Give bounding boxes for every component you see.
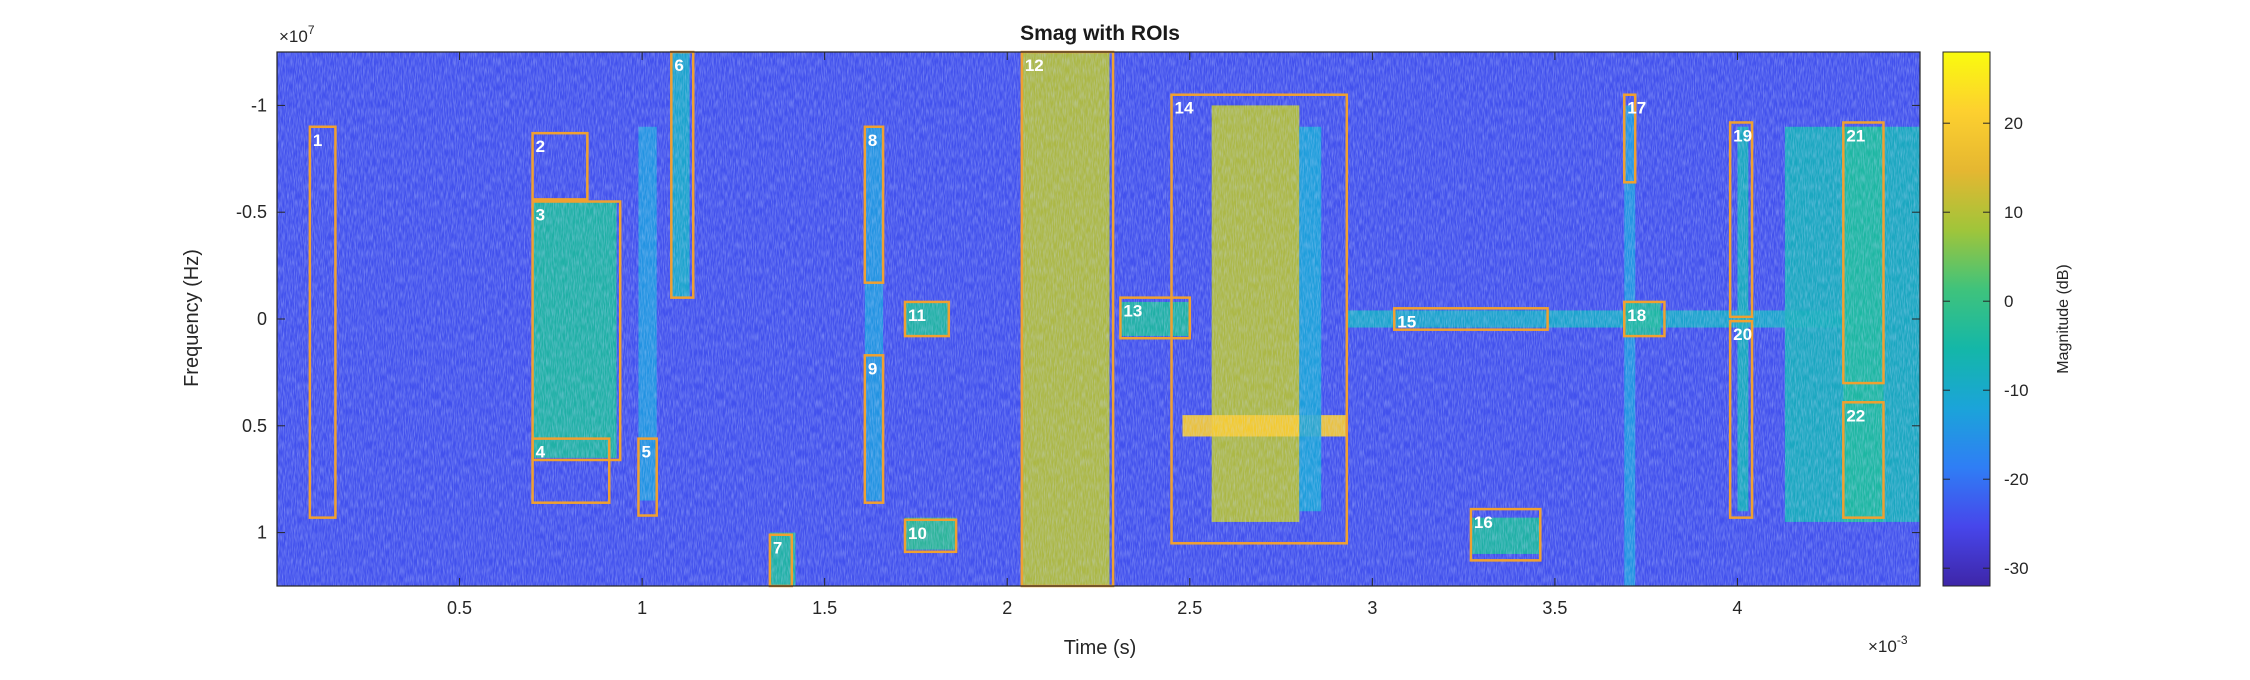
roi-box (1842, 121, 1885, 385)
colorbar-gradient (1942, 51, 1991, 587)
y-tick-label: -1 (251, 95, 267, 115)
roi-box (1170, 93, 1349, 545)
roi-box (1623, 93, 1637, 184)
chart-title: Smag with ROIs (1020, 22, 1180, 45)
x-tick-label: 2.5 (1177, 598, 1202, 618)
roi-label: 4 (536, 443, 546, 462)
roi-label: 6 (674, 56, 683, 75)
roi-box (863, 125, 885, 284)
roi-label: 7 (773, 539, 782, 558)
colorbar-tick-label: -10 (2004, 381, 2029, 400)
roi-box (1119, 296, 1192, 340)
roi-box (863, 354, 885, 504)
roi-box (637, 437, 658, 517)
x-tick-label: 0.5 (447, 598, 472, 618)
roi-box (1728, 121, 1754, 319)
roi-box (1469, 507, 1542, 562)
plot-area (277, 52, 1920, 586)
x-tick-label: 2 (1002, 598, 1012, 618)
roi-label: 1 (313, 131, 322, 150)
roi-label: 10 (908, 524, 927, 543)
colorbar-tick-label: 10 (2004, 203, 2023, 222)
x-exponent-label: ×10-3 (1868, 633, 1908, 656)
y-tick-label: 1 (257, 523, 267, 543)
y-exponent-base: ×10 (279, 27, 308, 46)
roi-label: 3 (536, 206, 545, 225)
x-axis-ticks: 0.5 1 1.5 2 2.5 3 3.5 4 (447, 52, 1742, 618)
roi-label: 8 (868, 131, 877, 150)
x-axis-label: Time (s) (1064, 637, 1137, 659)
colorbar-tick-label: -20 (2004, 470, 2029, 489)
roi-box (308, 125, 337, 519)
roi-label: 19 (1733, 126, 1752, 145)
roi-label: 15 (1397, 312, 1416, 331)
roi-label: 9 (868, 359, 877, 378)
y-tick-label: -0.5 (236, 202, 267, 222)
roi-box (1623, 300, 1666, 338)
colorbar-ticks: 20 10 0 -10 -20 -30 (1943, 114, 2029, 578)
roi-box (1392, 307, 1549, 331)
colorbar-label: Magnitude (dB) (2055, 264, 2072, 373)
colorbar-tick-label: -30 (2004, 559, 2029, 578)
roi-box (903, 300, 951, 338)
x-exponent-base: ×10 (1868, 637, 1897, 656)
roi-label: 11 (908, 306, 926, 325)
roi-label: 17 (1627, 99, 1646, 118)
roi-box (531, 200, 622, 462)
noise-texture (277, 52, 1920, 586)
colorbar-tick-label: 20 (2004, 114, 2023, 133)
y-axis-label: Frequency (Hz) (181, 249, 203, 387)
roi-box (531, 131, 589, 201)
roi-box (1842, 401, 1885, 519)
colorbar: 20 10 0 -10 -20 -30 Magnitude (dB) (1942, 51, 2072, 587)
roi-box (903, 518, 958, 554)
x-tick-label: 3 (1367, 598, 1377, 618)
y-tick-label: 0.5 (242, 416, 267, 436)
roi-label: 20 (1733, 325, 1752, 344)
roi-label: 18 (1627, 306, 1646, 325)
roi-box (1728, 319, 1754, 519)
colorbar-tick-label: 0 (2004, 292, 2013, 311)
roi-label: 13 (1123, 302, 1142, 321)
y-axis-ticks: -1 -0.5 0 0.5 1 (236, 95, 1920, 543)
x-exponent-power: -3 (1897, 633, 1908, 647)
x-tick-label: 1.5 (812, 598, 837, 618)
roi-label: 5 (641, 443, 650, 462)
roi-label: 22 (1846, 406, 1865, 425)
y-exponent-label: ×107 (279, 23, 315, 46)
roi-label: 14 (1175, 99, 1194, 118)
roi-label: 16 (1474, 513, 1493, 532)
y-exponent-power: 7 (308, 23, 315, 37)
x-tick-label: 1 (637, 598, 647, 618)
roi-label: 2 (536, 137, 545, 156)
roi-box (531, 437, 611, 504)
roi-label: 12 (1025, 56, 1044, 75)
x-tick-label: 3.5 (1542, 598, 1567, 618)
x-tick-label: 4 (1732, 598, 1742, 618)
y-tick-label: 0 (257, 309, 267, 329)
roi-label: 21 (1846, 126, 1865, 145)
